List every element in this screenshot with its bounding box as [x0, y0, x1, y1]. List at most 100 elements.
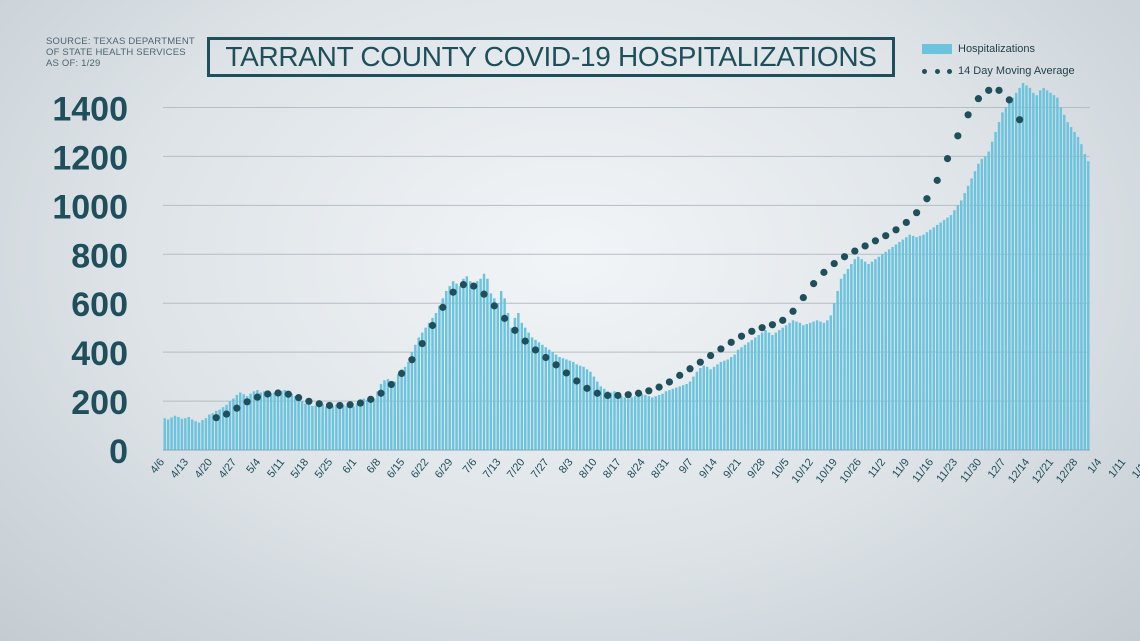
- moving-average-dot: [233, 404, 241, 412]
- moving-average-dot: [325, 401, 334, 410]
- x-tick-label: 7/13: [481, 456, 504, 480]
- y-tick-label: 600: [71, 286, 128, 324]
- bar: [218, 409, 221, 450]
- bar: [771, 335, 774, 450]
- bar: [953, 210, 956, 450]
- bar: [997, 122, 1001, 450]
- bar: [960, 200, 963, 450]
- bar: [647, 396, 651, 450]
- bar: [1063, 114, 1066, 450]
- bar: [208, 414, 211, 450]
- bar: [599, 386, 602, 450]
- x-tick-label: 6/8: [365, 456, 384, 475]
- bar: [949, 215, 953, 450]
- x-tick-label: 6/1: [340, 456, 359, 475]
- bar: [606, 391, 609, 450]
- legend-dots-swatch: [922, 68, 952, 74]
- bar: [287, 391, 290, 450]
- bar: [256, 390, 259, 450]
- moving-average-dot: [665, 378, 674, 386]
- bar: [420, 332, 424, 450]
- moving-average-dot: [614, 391, 622, 400]
- bar: [620, 396, 623, 450]
- bar: [434, 312, 438, 450]
- bar: [578, 365, 582, 450]
- bar: [819, 321, 822, 450]
- bar: [352, 406, 355, 450]
- bar: [269, 393, 273, 450]
- bar: [414, 344, 417, 450]
- bar: [596, 381, 599, 450]
- bar: [190, 419, 194, 450]
- source-line-1: SOURCE: TEXAS DEPARTMENT: [46, 36, 195, 47]
- bar: [311, 405, 314, 450]
- x-tick-label: 1/11: [1106, 456, 1128, 480]
- moving-average-dot: [274, 389, 282, 397]
- x-tick-label: 12/14: [1006, 456, 1032, 485]
- bar: [283, 390, 287, 450]
- bar: [475, 281, 479, 450]
- bar: [458, 286, 462, 450]
- bar: [403, 366, 407, 450]
- bar: [613, 391, 616, 450]
- x-tick-label: 6/29: [433, 456, 456, 480]
- bar: [846, 268, 850, 450]
- bar: [448, 286, 451, 450]
- bar: [1042, 87, 1045, 450]
- bar: [1028, 87, 1032, 450]
- bar: [664, 391, 668, 450]
- bar: [177, 416, 180, 450]
- moving-average-dot: [634, 389, 643, 397]
- bar: [898, 242, 901, 450]
- bar: [520, 322, 524, 450]
- bar: [486, 278, 489, 450]
- bar: [829, 315, 833, 450]
- bar: [918, 235, 922, 450]
- moving-average-dot: [470, 282, 478, 290]
- bar: [355, 403, 359, 450]
- bar: [1049, 92, 1052, 450]
- x-tick-label: 1/18: [1130, 456, 1140, 480]
- bar: [194, 421, 197, 450]
- x-tick-label: 8/31: [649, 456, 672, 480]
- bar: [228, 401, 232, 450]
- bar: [699, 368, 702, 450]
- bar: [331, 405, 335, 450]
- moving-average-dot: [428, 321, 437, 330]
- moving-average-dot: [367, 395, 375, 403]
- bar: [469, 281, 472, 450]
- bar: [184, 418, 187, 450]
- bar: [462, 278, 465, 450]
- bar: [736, 349, 740, 450]
- moving-average-dot: [676, 371, 684, 379]
- bar: [747, 342, 750, 450]
- x-tick-label: 8/17: [601, 456, 624, 480]
- moving-average-dot: [686, 365, 694, 373]
- moving-average-dot: [913, 209, 921, 217]
- moving-average-dot: [439, 303, 447, 311]
- bar: [781, 327, 784, 450]
- moving-average-dot: [882, 232, 890, 240]
- moving-average-dot: [593, 389, 601, 397]
- source-line-3: AS OF: 1/29: [46, 58, 101, 69]
- bar: [338, 403, 342, 450]
- bar: [661, 393, 664, 450]
- moving-average-dot: [840, 253, 849, 261]
- bar: [201, 420, 204, 450]
- bar: [1021, 83, 1025, 450]
- bar: [908, 234, 911, 450]
- bar: [499, 290, 503, 450]
- bar: [1018, 87, 1021, 450]
- bar: [324, 406, 328, 450]
- moving-average-dot: [418, 339, 426, 348]
- bar: [602, 388, 606, 450]
- moving-average-dot: [727, 338, 735, 346]
- moving-average-dot: [604, 391, 612, 400]
- bar: [754, 337, 757, 450]
- bar: [774, 332, 778, 450]
- bar: [328, 407, 331, 450]
- bar: [537, 342, 541, 450]
- x-tick-label: 4/13: [168, 456, 191, 480]
- y-tick-label: 400: [71, 335, 128, 373]
